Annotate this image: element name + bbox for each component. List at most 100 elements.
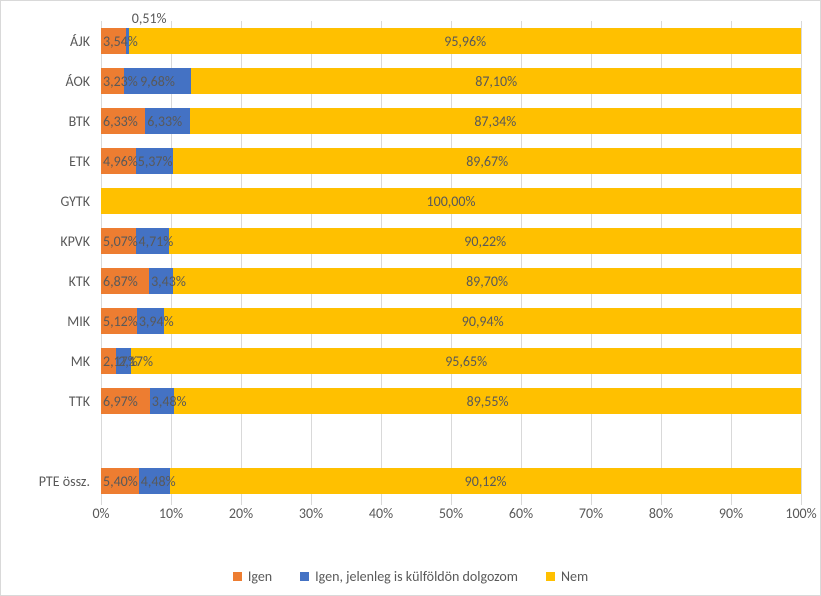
y-label: PTE össz. — [1, 461, 96, 501]
data-label: 89,67% — [466, 153, 508, 170]
bar-segment-igen: 3,23% — [101, 68, 124, 94]
bar-track: 5,40%4,48%90,12% — [101, 468, 801, 494]
bar-segment-igen_kulf: 4,48% — [139, 468, 170, 494]
bar-segment-nem: 90,94% — [164, 308, 801, 334]
bar-segment-igen: 5,40% — [101, 468, 139, 494]
bar-segment-nem: 100,00% — [101, 188, 801, 214]
legend-swatch — [233, 572, 242, 581]
data-label: 90,22% — [464, 233, 506, 250]
data-label: 89,55% — [467, 393, 509, 410]
data-label: 3,48% — [152, 393, 187, 410]
legend-item-nem: Nem — [546, 568, 588, 585]
data-label: 6,87% — [103, 273, 138, 290]
bar-segment-igen: 5,07% — [101, 228, 136, 254]
bar-segment-igen: 6,87% — [101, 268, 149, 294]
y-label: MK — [1, 341, 96, 381]
bar-segment-nem: 90,12% — [170, 468, 801, 494]
bar-row: 100,00% — [101, 181, 801, 221]
gridline — [801, 21, 802, 501]
x-tick-label: 50% — [439, 505, 463, 522]
bar-track: 3,54% 95,96% — [101, 28, 801, 54]
data-label: 6,33% — [147, 113, 182, 130]
data-label: 2,17% — [118, 353, 153, 370]
x-tick-label: 30% — [299, 505, 323, 522]
data-label: 6,97% — [103, 393, 138, 410]
bar-row: 6,33% 6,33% 87,34% — [101, 101, 801, 141]
data-label: 100,00% — [427, 193, 476, 210]
bar-track: 3,23%9,68%87,10% — [101, 68, 801, 94]
legend-swatch — [546, 572, 555, 581]
x-tick-label: 80% — [649, 505, 673, 522]
data-label: 4,96% — [103, 153, 138, 170]
y-label: ÁOK — [1, 61, 96, 101]
row-spacer — [101, 421, 801, 461]
data-label: 4,48% — [141, 473, 176, 490]
bar-segment-nem: 89,55% — [174, 388, 801, 414]
bar-rows: 3,54% 95,96% 3,23%9,68%87,10% 6,33% 6,33% 87,… — [101, 21, 801, 501]
legend-label: Igen, jelenleg is külföldön dolgozom — [315, 568, 518, 585]
bar-segment-igen_kulf: 6,33% — [145, 108, 189, 134]
bar-segment-igen_kulf: 3,48% — [150, 388, 174, 414]
bar-track: 6,87% 3,43% 89,70% — [101, 268, 801, 294]
legend-swatch — [300, 572, 309, 581]
bar-segment-nem: 95,96% — [129, 28, 801, 54]
bar-segment-igen: 5,12% — [101, 308, 137, 334]
data-label-above: 0,51% — [132, 10, 167, 27]
y-label: MIK — [1, 301, 96, 341]
bar-track: 5,12%3,94%90,94% — [101, 308, 801, 334]
bar-segment-igen: 2,17% — [101, 348, 116, 374]
x-tick-label: 20% — [229, 505, 253, 522]
data-label: 3,43% — [151, 273, 186, 290]
data-label: 5,12% — [103, 313, 138, 330]
bar-segment-nem: 87,34% — [190, 108, 801, 134]
bar-row: 5,07%4,71% 90,22% — [101, 221, 801, 261]
bar-row: 6,87% 3,43% 89,70% — [101, 261, 801, 301]
bar-row: 6,97% 3,48% 89,55% — [101, 381, 801, 421]
x-tick-label: 40% — [369, 505, 393, 522]
bar-row: 3,54% 95,96% — [101, 21, 801, 61]
y-label: KPVK — [1, 221, 96, 261]
bar-segment-igen_kulf: 3,94% — [137, 308, 165, 334]
bar-segment-igen: 6,97% — [101, 388, 150, 414]
y-label: ÁJK — [1, 21, 96, 61]
bar-row: 2,17%2,17%95,65% — [101, 341, 801, 381]
legend: Igen Igen, jelenleg is külföldön dolgozo… — [1, 568, 820, 585]
bar-segment-igen: 4,96% — [101, 148, 136, 174]
legend-item-igen: Igen — [233, 568, 272, 585]
x-tick-label: 70% — [579, 505, 603, 522]
data-label: 95,96% — [444, 33, 486, 50]
bar-segment-igen: 3,54% — [101, 28, 126, 54]
bar-track: 6,33% 6,33% 87,34% — [101, 108, 801, 134]
data-label: 3,94% — [139, 313, 174, 330]
y-axis-labels: ÁJK ÁOK BTK ETK GYTK KPVK KTK MIK MK TTK… — [1, 21, 96, 501]
bar-track: 100,00% — [101, 188, 801, 214]
data-label: 87,10% — [475, 73, 517, 90]
data-label: 6,33% — [103, 113, 138, 130]
data-label: 4,71% — [138, 233, 173, 250]
bar-track: 6,97% 3,48% 89,55% — [101, 388, 801, 414]
bar-segment-igen_kulf: 5,37% — [136, 148, 174, 174]
x-axis: 0%10%20%30%40%50%60%70%80%90%100% — [101, 505, 801, 529]
y-label: GYTK — [1, 181, 96, 221]
y-label: BTK — [1, 101, 96, 141]
bar-segment-nem: 89,67% — [173, 148, 801, 174]
x-tick-label: 0% — [92, 505, 109, 522]
bar-segment-igen_kulf: 4,71% — [136, 228, 169, 254]
bar-segment-igen_kulf: 3,43% — [149, 268, 173, 294]
stacked-bar-chart: ÁJK ÁOK BTK ETK GYTK KPVK KTK MIK MK TTK… — [0, 0, 821, 596]
data-label: 5,37% — [138, 153, 173, 170]
y-label: KTK — [1, 261, 96, 301]
bar-segment-nem: 95,65% — [131, 348, 801, 374]
data-label: 3,54% — [103, 33, 138, 50]
legend-item-igen-kulf: Igen, jelenleg is külföldön dolgozom — [300, 568, 518, 585]
data-label: 89,70% — [466, 273, 508, 290]
legend-label: Igen — [248, 568, 272, 585]
plot-area: 3,54% 95,96% 3,23%9,68%87,10% 6,33% 6,33% 87,… — [101, 21, 801, 501]
bar-track: 2,17%2,17%95,65% — [101, 348, 801, 374]
data-label: 87,34% — [474, 113, 516, 130]
y-label: TTK — [1, 381, 96, 421]
x-tick-label: 100% — [785, 505, 816, 522]
bar-segment-igen_kulf: 2,17% — [116, 348, 131, 374]
bar-row: 3,23%9,68%87,10% — [101, 61, 801, 101]
bar-segment-nem: 87,10% — [191, 68, 801, 94]
